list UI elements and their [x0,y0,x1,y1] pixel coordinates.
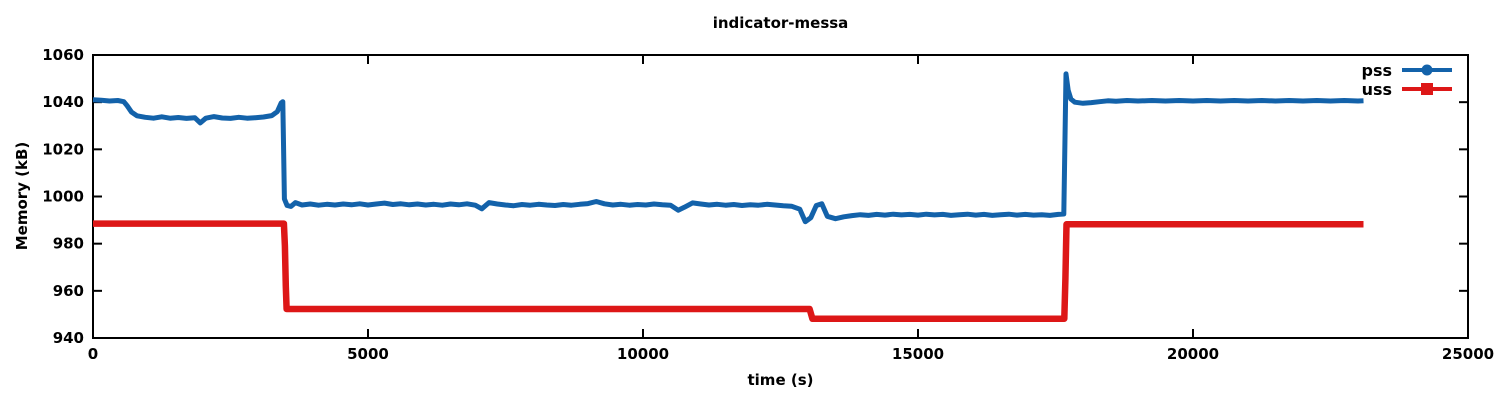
y-tick-label: 940 [53,329,84,347]
y-tick-label: 1000 [42,188,84,206]
legend-marker-square-icon [1421,83,1433,95]
legend-label-pss: pss [1362,61,1393,80]
x-axis-label: time (s) [747,371,814,389]
x-tick-label: 0 [88,345,98,363]
y-tick-label: 960 [53,282,84,300]
x-tick-label: 15000 [892,345,944,363]
x-tick-label: 10000 [617,345,669,363]
legend-marker-circle-icon [1421,64,1433,76]
series-pss-line [92,71,1364,225]
series-uss-line [93,220,1364,322]
y-tick-label: 1060 [42,46,84,64]
y-tick-label: 980 [53,235,84,253]
chart-title: indicator-messa [712,14,849,32]
x-tick-label: 5000 [347,345,389,363]
y-tick-label: 1020 [42,140,84,158]
x-tick-label: 20000 [1167,345,1219,363]
plot-border [92,54,1469,339]
y-tick-label: 1040 [42,93,84,111]
legend-label-uss: uss [1362,80,1392,99]
x-tick-label: 25000 [1442,345,1494,363]
